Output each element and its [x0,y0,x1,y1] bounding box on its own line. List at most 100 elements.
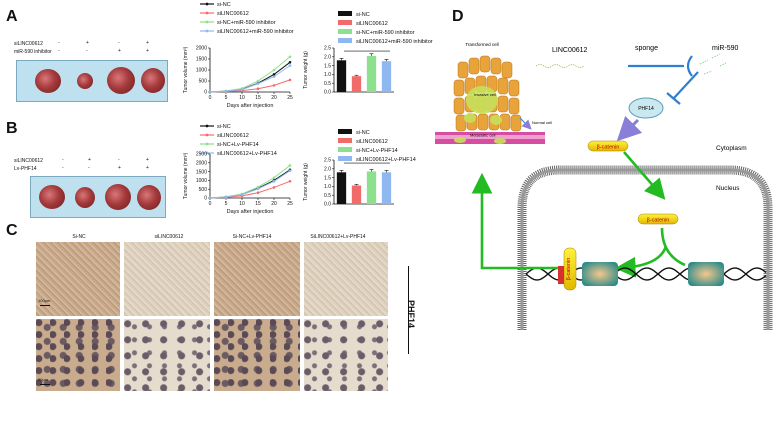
y-tick-label: 2000 [196,161,207,167]
transformed-label: Transformed cell [465,42,498,47]
bar [336,172,347,204]
data-point [272,73,276,76]
data-point [288,55,292,59]
y-tick-label: 1500 [196,57,207,63]
tumor-image [107,67,135,94]
treatment-sign: + [146,40,149,46]
tcf-marker [558,266,564,284]
linc00612-strand [535,64,585,68]
x-tick-label: 5 [225,95,228,101]
data-point [240,88,244,91]
sponge-label: sponge [635,45,658,52]
y-tick-label: 2.0 [324,55,331,61]
treatment-sign: + [146,165,149,171]
phf14-node [628,97,664,119]
cell-illustration [435,55,545,144]
legend-label: si-NC+Lv-PHF14 [217,142,259,148]
y-axis-label: Tumor weight (g) [303,163,309,201]
phf14-to-betacat-arrow [616,115,643,142]
data-point [256,82,260,85]
data-point [288,169,292,173]
series-line [209,65,291,93]
tumor-image [137,185,161,210]
row-label-mir590: miR-590 inhibitor [14,49,52,55]
legend-label: si-NC+Lv-PHF14 [356,148,398,154]
y-axis-label: Tumor volume (mm³) [183,46,189,93]
x-tick-label: 20 [271,201,277,207]
bar [366,55,377,92]
treatment-sign: - [118,157,120,163]
data-point [288,61,292,64]
x-tick-label: 10 [239,201,245,207]
treatment-sign: + [118,48,121,54]
bar [351,76,362,92]
y-tick-label: 1500 [196,169,207,175]
col-label-sinc: Si-NC [72,234,86,240]
binding-branch [660,227,686,267]
legend-swatch [338,29,352,34]
y-tick-label: 0.0 [324,90,331,96]
legend-swatch [338,20,352,25]
legend-label: siLINC00612 [217,11,249,17]
legend-swatch [338,156,352,161]
x-tick-label: 25 [287,95,293,101]
normal-label: Normal cell [532,120,552,125]
promoter-box-1 [582,262,618,286]
treatment-sign: - [88,165,90,171]
y-tick-label: 1.0 [324,184,331,190]
legend-marker [205,133,209,137]
data-point [256,191,260,195]
phf14-side-label: PHF14 [406,300,416,329]
legend-swatch [338,38,352,43]
data-point [288,78,292,82]
linc00612-label: LINC00612 [552,47,588,54]
panel-label-a: A [6,8,18,25]
y-tick-label: 2500 [196,152,207,158]
legend-label: si-NC [356,130,370,136]
treatment-sign: + [86,40,89,46]
treatment-sign: - [62,157,64,163]
chart-b-weight: si-NC siLINC00612 si-NC+Lv-PHF14 siLINC0061… [303,129,416,208]
phf14-bracket [408,266,409,354]
y-tick-label: 2000 [196,46,207,52]
data-point [288,164,292,167]
beta-catenin-label-2: β-catenin [647,218,670,224]
mechanism-diagram: Transformed cell Invasive cell Normal ce… [435,42,773,330]
tumor-image [75,187,95,208]
tumor-image [35,69,61,93]
legend-swatch [338,11,352,16]
treatment-sign: - [118,40,120,46]
tumor-image [77,73,93,89]
ihc-low-mag [214,242,300,316]
data-point [272,84,276,87]
legend-label: siLINC00612 [356,139,388,145]
treatment-sign: + [88,157,91,163]
legend-label: si-NC [217,2,231,8]
bar [381,61,392,92]
ihc-low-mag [124,242,210,316]
ihc-high-mag [304,319,388,391]
legend-label: siLINC00612+Lv-PHF14 [217,151,277,157]
feedback-arrow [471,172,558,270]
x-tick-label: 0 [209,95,212,101]
x-tick-label: 5 [225,201,228,207]
chart-b-volume: si-NC siLINC00612 si-NC+Lv-PHF14 siLINC0061… [183,124,293,215]
x-tick-label: 15 [255,201,261,207]
chart-a-volume: si-NC siLINC00612 si-NC+miR-590 inhibitor s… [183,2,294,109]
data-point [272,176,276,180]
data-point [272,68,276,72]
panel-label-d: D [452,8,464,25]
x-tick-label: 20 [271,95,277,101]
mir590-strands [699,53,727,75]
data-point [272,75,276,78]
invasive-label: Invasive cell [474,92,496,97]
legend-label: si-NC+miR-590 inhibitor [356,30,415,36]
legend-swatch [338,129,352,134]
y-tick-label: 500 [199,79,208,85]
treatment-sign: - [62,165,64,171]
legend-label: siLINC00612+Lv-PHF14 [356,157,416,163]
data-point [272,179,276,183]
bar [336,60,347,92]
data-point [208,196,212,200]
bar [381,172,392,204]
